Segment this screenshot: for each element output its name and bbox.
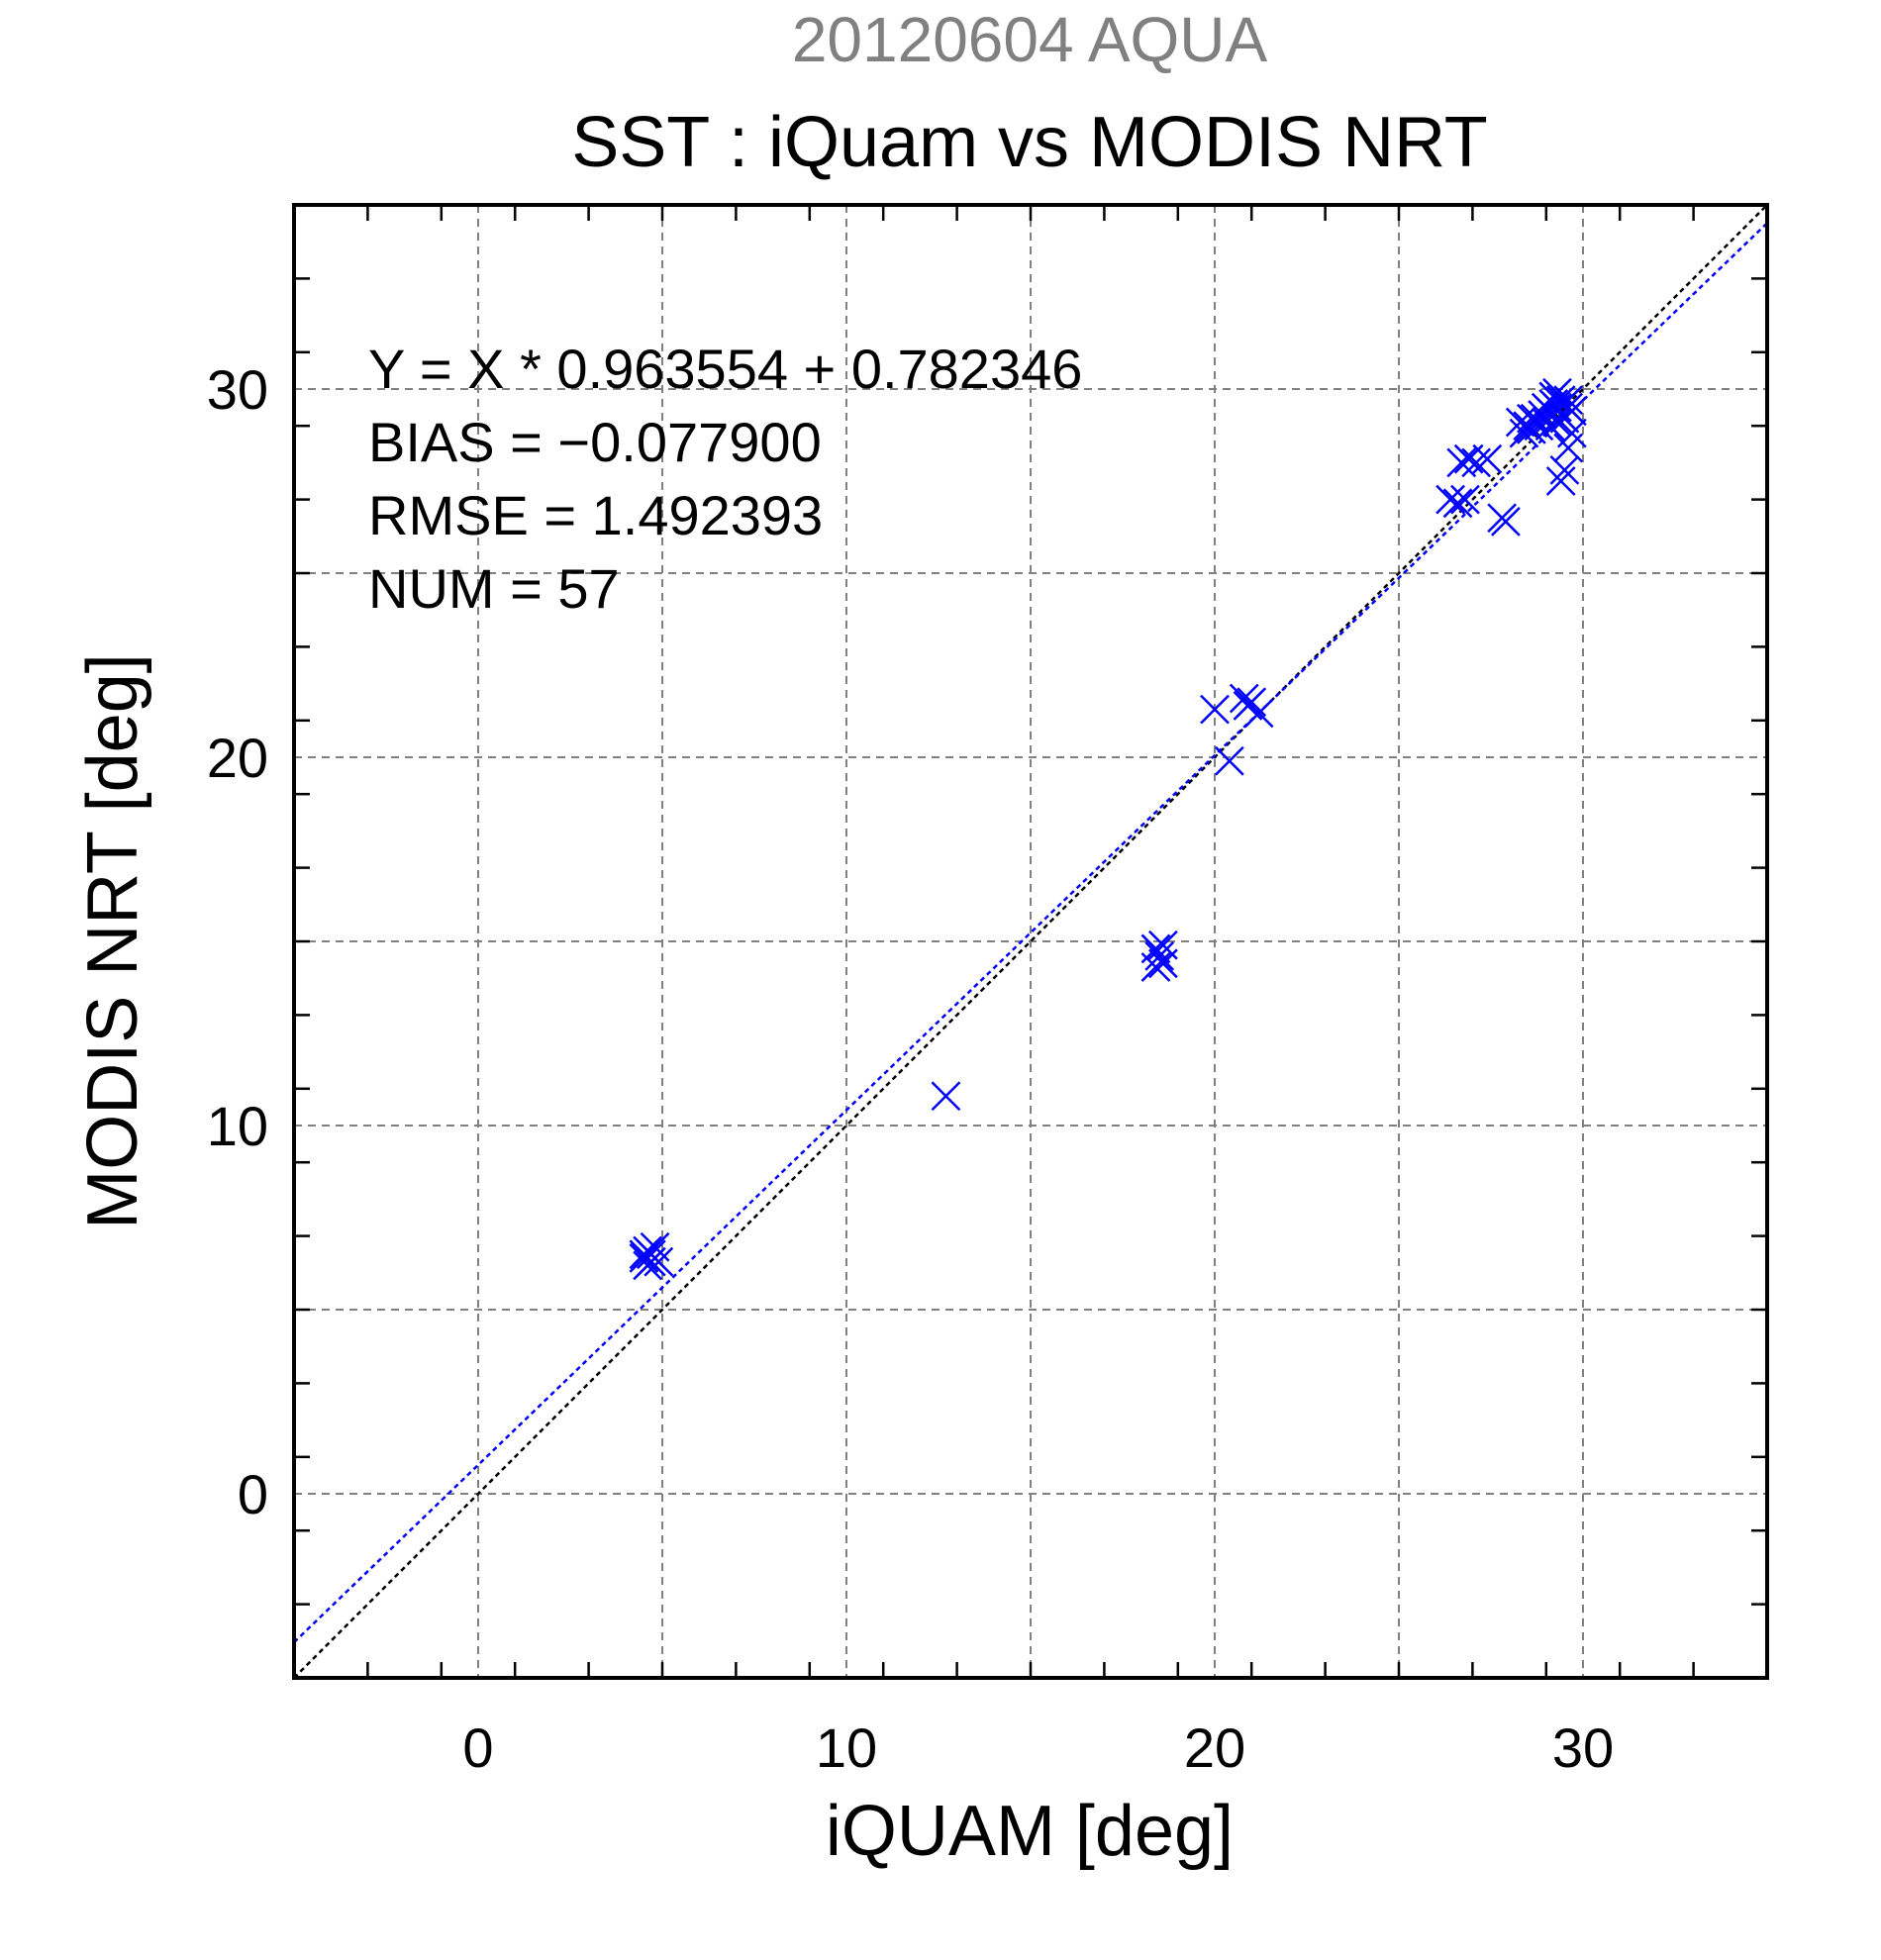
data-point (1556, 418, 1587, 448)
stats-block: Y = X * 0.963554 + 0.782346 BIAS = −0.07… (368, 338, 1082, 620)
data-point (636, 1246, 666, 1277)
data-point-stroke (636, 1246, 666, 1277)
data-point-stroke (1556, 396, 1587, 427)
num-value: NUM = 57 (368, 557, 620, 620)
data-point-stroke (1472, 443, 1503, 474)
data-point (1545, 466, 1576, 496)
data-point (1556, 396, 1587, 427)
data-point-stroke (1140, 933, 1171, 964)
data-point (1214, 745, 1244, 776)
data-point-stroke (1200, 694, 1230, 725)
reference-lines (293, 204, 1768, 1679)
y-tick-label: 20 (207, 727, 268, 789)
y-tick-label: 30 (207, 358, 268, 421)
y-tick-label: 0 (238, 1463, 268, 1525)
data-point-stroke (1461, 447, 1492, 478)
data-point-stroke (1148, 948, 1178, 979)
data-point-stroke (1229, 683, 1259, 714)
data-point-stroke (1553, 385, 1584, 416)
data-point-stroke (1517, 403, 1546, 434)
data-point (1472, 443, 1503, 474)
data-point (931, 1081, 961, 1112)
y-axis-label: MODIS NRT [deg] (73, 653, 152, 1229)
data-point-stroke (1436, 484, 1465, 515)
chart-title: SST : iQuam vs MODIS NRT (571, 103, 1488, 182)
data-point-stroke (1446, 447, 1477, 478)
data-point (1542, 407, 1572, 438)
x-axis-label: iQUAM [deg] (826, 1792, 1234, 1871)
data-point-stroke (1243, 698, 1274, 729)
data-point (1436, 484, 1465, 515)
data-point-stroke (1144, 940, 1175, 971)
data-point-stroke (1214, 745, 1244, 776)
data-point (1144, 940, 1175, 971)
x-tick-label: 0 (462, 1716, 493, 1779)
fit-equation: Y = X * 0.963554 + 0.782346 (368, 338, 1082, 400)
x-tick-label: 10 (816, 1716, 877, 1779)
data-points (629, 377, 1587, 1281)
regression-line (293, 222, 1768, 1644)
data-point-stroke (644, 1246, 674, 1277)
data-point-stroke (931, 1081, 961, 1112)
data-point (1446, 447, 1477, 478)
data-point (1461, 447, 1492, 478)
y-tick-label: 10 (207, 1095, 268, 1157)
data-point-stroke (1542, 407, 1572, 438)
data-point-stroke (1549, 454, 1580, 485)
data-point-stroke (1450, 484, 1480, 515)
plot-frame (292, 203, 1769, 1680)
data-point-stroke (1534, 411, 1565, 441)
data-point (1490, 507, 1521, 537)
data-point-stroke (1442, 488, 1473, 519)
data-point (1450, 484, 1480, 515)
data-point (1534, 411, 1565, 441)
data-point-stroke (1490, 507, 1521, 537)
x-tick-label: 20 (1184, 1716, 1245, 1779)
data-point (644, 1246, 674, 1277)
data-point-stroke (1545, 466, 1576, 496)
rmse-value: RMSE = 1.492393 (368, 484, 823, 546)
x-tick-labels: 0 10 20 30 (462, 1716, 1614, 1779)
data-point (1140, 933, 1171, 964)
data-point (1442, 488, 1473, 519)
data-point (1233, 691, 1263, 721)
grid-lines (294, 205, 1767, 1678)
data-point (1200, 694, 1230, 725)
data-point (1148, 948, 1178, 979)
data-point (1531, 392, 1561, 423)
x-tick-label: 30 (1552, 1716, 1614, 1779)
chart-header: 20120604 AQUA (792, 4, 1268, 75)
bias-value: BIAS = −0.077900 (368, 411, 822, 473)
data-point (1553, 385, 1584, 416)
data-point-stroke (1556, 418, 1587, 448)
data-point-stroke (1233, 691, 1263, 721)
data-point (1517, 403, 1546, 434)
data-point-stroke (1531, 392, 1561, 423)
y-tick-labels: 0 10 20 30 (207, 358, 268, 1525)
